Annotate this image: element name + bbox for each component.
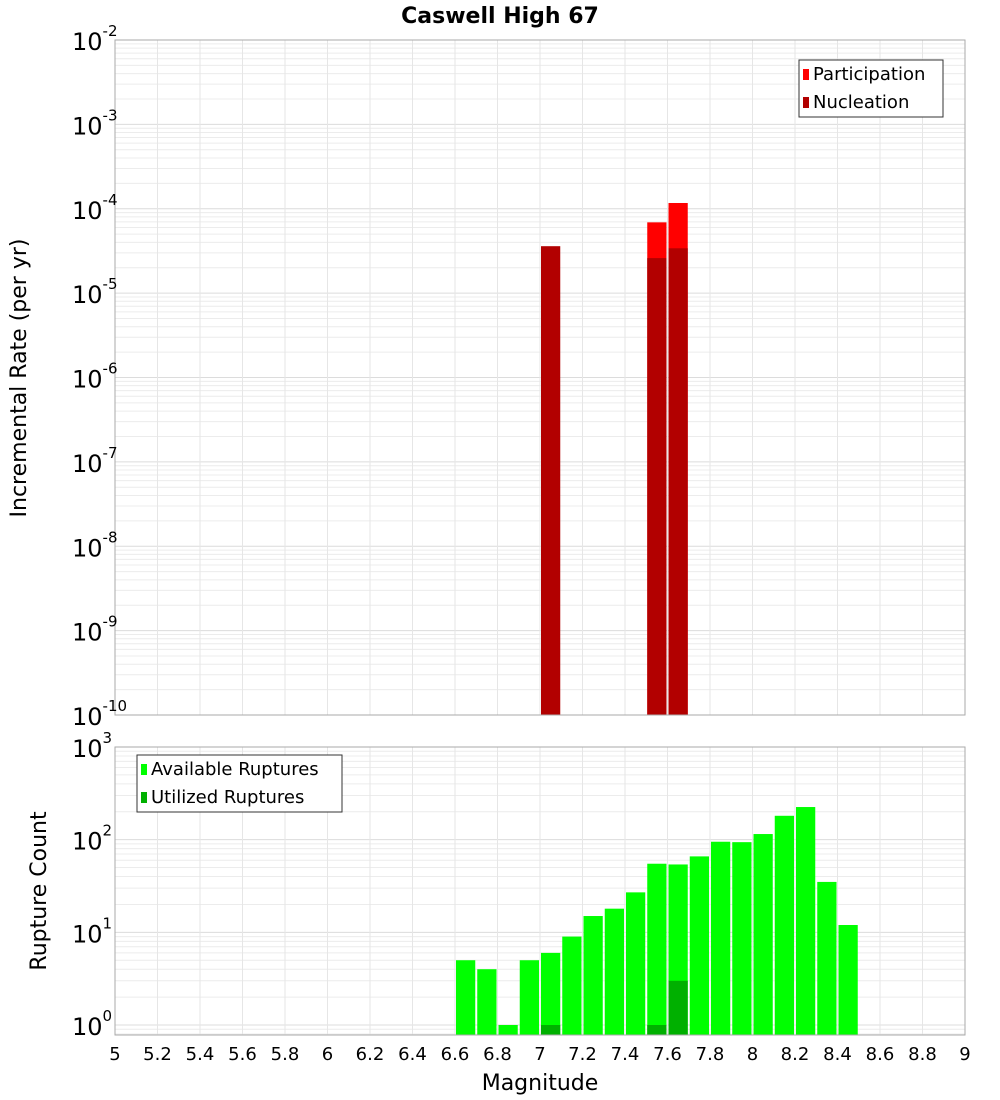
y-tick-label: 10-9 bbox=[72, 613, 118, 647]
chart-title: Caswell High 67 bbox=[401, 4, 599, 29]
legend-swatch bbox=[803, 69, 809, 80]
x-tick-label: 6.4 bbox=[398, 1044, 427, 1065]
bar-available-ruptures bbox=[817, 881, 837, 1035]
legend-label: Utilized Ruptures bbox=[151, 787, 304, 808]
x-tick-label: 5 bbox=[109, 1044, 120, 1065]
bar-nucleation bbox=[647, 258, 667, 715]
bar-available-ruptures bbox=[626, 892, 646, 1035]
y-tick-label: 10-7 bbox=[72, 444, 118, 478]
y-tick-label: 10-6 bbox=[72, 360, 118, 394]
bar-available-ruptures bbox=[689, 856, 709, 1035]
x-tick-label: 7.8 bbox=[696, 1044, 725, 1065]
top-plot: 10-2 10-3 10-4 10-5 10-6 10-7 10-8 10-9 10-10 Par… bbox=[72, 22, 966, 731]
x-tick-label: 5.8 bbox=[271, 1044, 300, 1065]
bar-available-ruptures bbox=[583, 916, 603, 1035]
legend-label: Nucleation bbox=[813, 92, 909, 113]
bar-utilized-ruptures bbox=[668, 980, 688, 1035]
y-tick-label: 103 bbox=[72, 729, 112, 763]
bar-available-ruptures bbox=[774, 815, 794, 1035]
x-tick-label: 6.2 bbox=[356, 1044, 385, 1065]
y-tick-label: 10-4 bbox=[72, 191, 118, 225]
y-tick-label: 102 bbox=[72, 822, 112, 856]
bottom-y-axis-label: Rupture Count bbox=[27, 811, 52, 971]
x-tick-label: 6.6 bbox=[441, 1044, 470, 1065]
bar-available-ruptures bbox=[753, 834, 773, 1035]
x-tick-label: 9 bbox=[959, 1044, 970, 1065]
bar-utilized-ruptures bbox=[647, 1025, 667, 1035]
x-tick-label: 8.8 bbox=[908, 1044, 937, 1065]
legend-box bbox=[136, 754, 343, 813]
bar-nucleation bbox=[668, 248, 688, 715]
legend-swatch bbox=[141, 792, 147, 803]
top-y-axis-label: Incremental Rate (per yr) bbox=[7, 239, 32, 518]
x-tick-label: 8.4 bbox=[823, 1044, 852, 1065]
bar-nucleation bbox=[541, 246, 561, 715]
plot-border bbox=[114, 39, 966, 716]
y-tick-label: 10-10 bbox=[72, 697, 127, 731]
x-tick-label: 5.2 bbox=[143, 1044, 172, 1065]
bar-available-ruptures bbox=[796, 807, 816, 1035]
bar-available-ruptures bbox=[519, 960, 539, 1035]
bar-available-ruptures bbox=[647, 863, 667, 1035]
y-tick-label: 10-2 bbox=[72, 22, 118, 56]
legend-box bbox=[798, 59, 944, 118]
x-tick-label: 7 bbox=[534, 1044, 545, 1065]
legend-label: Available Ruptures bbox=[151, 759, 319, 780]
y-tick-label: 10-3 bbox=[72, 106, 118, 140]
x-axis-label: Magnitude bbox=[482, 1071, 599, 1096]
plot-border bbox=[114, 746, 966, 1036]
x-tick-label: 6 bbox=[322, 1044, 333, 1065]
x-tick-label: 6.8 bbox=[483, 1044, 512, 1065]
bar-available-ruptures bbox=[732, 842, 752, 1035]
x-tick-label: 8.6 bbox=[866, 1044, 895, 1065]
bar-available-ruptures bbox=[477, 969, 497, 1035]
x-tick-label: 8.2 bbox=[781, 1044, 810, 1065]
bar-available-ruptures bbox=[498, 1025, 518, 1035]
x-tick-label: 8 bbox=[747, 1044, 758, 1065]
bar-available-ruptures bbox=[541, 952, 561, 1035]
x-tick-label: 5.4 bbox=[186, 1044, 215, 1065]
y-tick-label: 10-8 bbox=[72, 528, 118, 562]
bar-available-ruptures bbox=[711, 841, 731, 1035]
legend-swatch bbox=[141, 764, 147, 775]
x-tick-label: 7.4 bbox=[611, 1044, 640, 1065]
y-tick-label: 101 bbox=[72, 914, 112, 948]
legend-label: Participation bbox=[813, 64, 925, 85]
bar-available-ruptures bbox=[604, 908, 624, 1035]
y-tick-label: 100 bbox=[72, 1007, 112, 1041]
bar-available-ruptures bbox=[456, 960, 476, 1035]
bar-available-ruptures bbox=[838, 924, 858, 1035]
x-tick-label: 5.6 bbox=[228, 1044, 257, 1065]
y-tick-label: 10-5 bbox=[72, 275, 118, 309]
bar-available-ruptures bbox=[562, 936, 582, 1035]
x-tick-label: 7.6 bbox=[653, 1044, 682, 1065]
bar-utilized-ruptures bbox=[541, 1025, 561, 1035]
bottom-plot: 103 102 101 100 Available Ruptures Utilized R… bbox=[72, 729, 971, 1065]
x-tick-label: 7.2 bbox=[568, 1044, 597, 1065]
legend-swatch bbox=[803, 97, 809, 108]
